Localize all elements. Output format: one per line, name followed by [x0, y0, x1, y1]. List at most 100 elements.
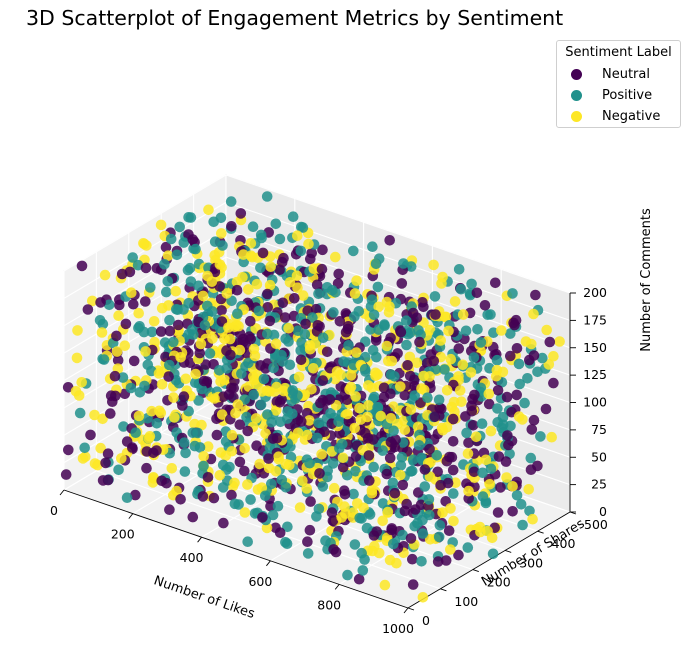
point-neutral [443, 525, 455, 536]
x-tick-label: 400 [180, 550, 204, 565]
point-neutral [178, 391, 190, 402]
point-positive [204, 348, 216, 359]
point-negative [316, 449, 327, 460]
point-negative [214, 259, 226, 270]
point-positive [398, 258, 409, 269]
point-positive [514, 378, 525, 390]
point-negative [153, 368, 165, 379]
point-negative [154, 405, 165, 417]
point-neutral [173, 319, 184, 331]
point-neutral [63, 444, 74, 456]
point-neutral [326, 507, 338, 518]
point-negative [226, 429, 238, 441]
point-positive [341, 469, 353, 481]
point-positive [276, 474, 288, 486]
grid-line-z-back [225, 201, 571, 321]
point-neutral [335, 381, 347, 392]
point-positive [217, 240, 228, 251]
point-negative [232, 399, 244, 410]
point-negative [441, 385, 453, 396]
point-positive [248, 389, 259, 401]
point-negative [301, 429, 313, 441]
point-neutral [316, 263, 328, 275]
point-neutral [214, 281, 225, 292]
point-positive [243, 357, 254, 369]
y-tick-label: 100 [454, 594, 478, 609]
chart-title: 3D Scatterplot of Engagement Metrics by … [26, 6, 564, 30]
point-positive [369, 391, 380, 403]
legend-label-negative: Negative [602, 108, 661, 124]
point-neutral [466, 406, 478, 417]
point-negative [351, 347, 362, 358]
point-positive [328, 307, 339, 318]
point-positive [183, 297, 194, 309]
point-positive [245, 494, 256, 505]
point-negative [113, 310, 124, 322]
point-neutral [239, 465, 250, 477]
point-neutral [295, 354, 307, 366]
point-neutral [305, 496, 316, 507]
point-positive [267, 509, 279, 521]
point-neutral [424, 443, 435, 455]
point-neutral [140, 296, 151, 307]
point-negative [443, 325, 454, 337]
point-neutral [140, 262, 152, 274]
point-positive [307, 312, 318, 323]
point-negative [373, 547, 385, 559]
point-neutral [540, 403, 552, 415]
point-negative [373, 301, 385, 313]
point-positive [79, 442, 90, 454]
point-neutral [511, 343, 523, 354]
point-negative [166, 463, 178, 474]
point-positive [320, 535, 331, 546]
point-negative [292, 282, 303, 294]
point-negative [554, 336, 565, 347]
point-neutral [221, 345, 232, 356]
point-positive [405, 466, 417, 477]
z-tick-label: 150 [583, 340, 607, 355]
point-negative [264, 279, 276, 291]
point-neutral [62, 382, 74, 393]
z-tick-label: 100 [583, 395, 607, 410]
point-negative [527, 513, 538, 525]
point-positive [261, 191, 273, 202]
z-tick-label: 50 [591, 449, 607, 464]
point-positive [357, 565, 369, 576]
point-neutral [410, 504, 421, 515]
point-negative [528, 308, 539, 320]
point-neutral [419, 464, 431, 475]
point-neutral [440, 555, 452, 566]
z-tick-label: 25 [591, 477, 607, 492]
point-negative [474, 521, 486, 533]
grid-line-z-back [225, 174, 571, 294]
point-neutral [160, 241, 172, 253]
point-neutral [328, 544, 339, 555]
point-neutral [501, 391, 513, 403]
point-positive [422, 392, 433, 404]
point-negative [377, 515, 389, 527]
point-neutral [492, 507, 504, 518]
z-tick-label: 125 [583, 367, 607, 382]
point-neutral [156, 475, 167, 487]
point-positive [350, 466, 361, 477]
point-positive [236, 368, 247, 379]
point-neutral [60, 469, 72, 480]
y-tick-mark [537, 530, 544, 534]
point-positive [134, 321, 145, 332]
point-neutral [235, 208, 247, 219]
point-positive [165, 233, 177, 245]
point-neutral [548, 377, 559, 389]
point-neutral [453, 343, 465, 354]
legend: Sentiment Label Neutral Positive Negativ… [556, 40, 681, 128]
point-neutral [111, 330, 122, 342]
point-negative [435, 335, 447, 346]
point-negative [297, 475, 308, 487]
point-neutral [463, 437, 474, 449]
point-positive [113, 464, 124, 476]
point-positive [214, 365, 225, 376]
point-neutral [234, 419, 246, 431]
point-negative [221, 288, 233, 299]
point-negative [207, 333, 218, 344]
y-tick-label: 0 [422, 613, 430, 628]
point-neutral [245, 315, 256, 327]
